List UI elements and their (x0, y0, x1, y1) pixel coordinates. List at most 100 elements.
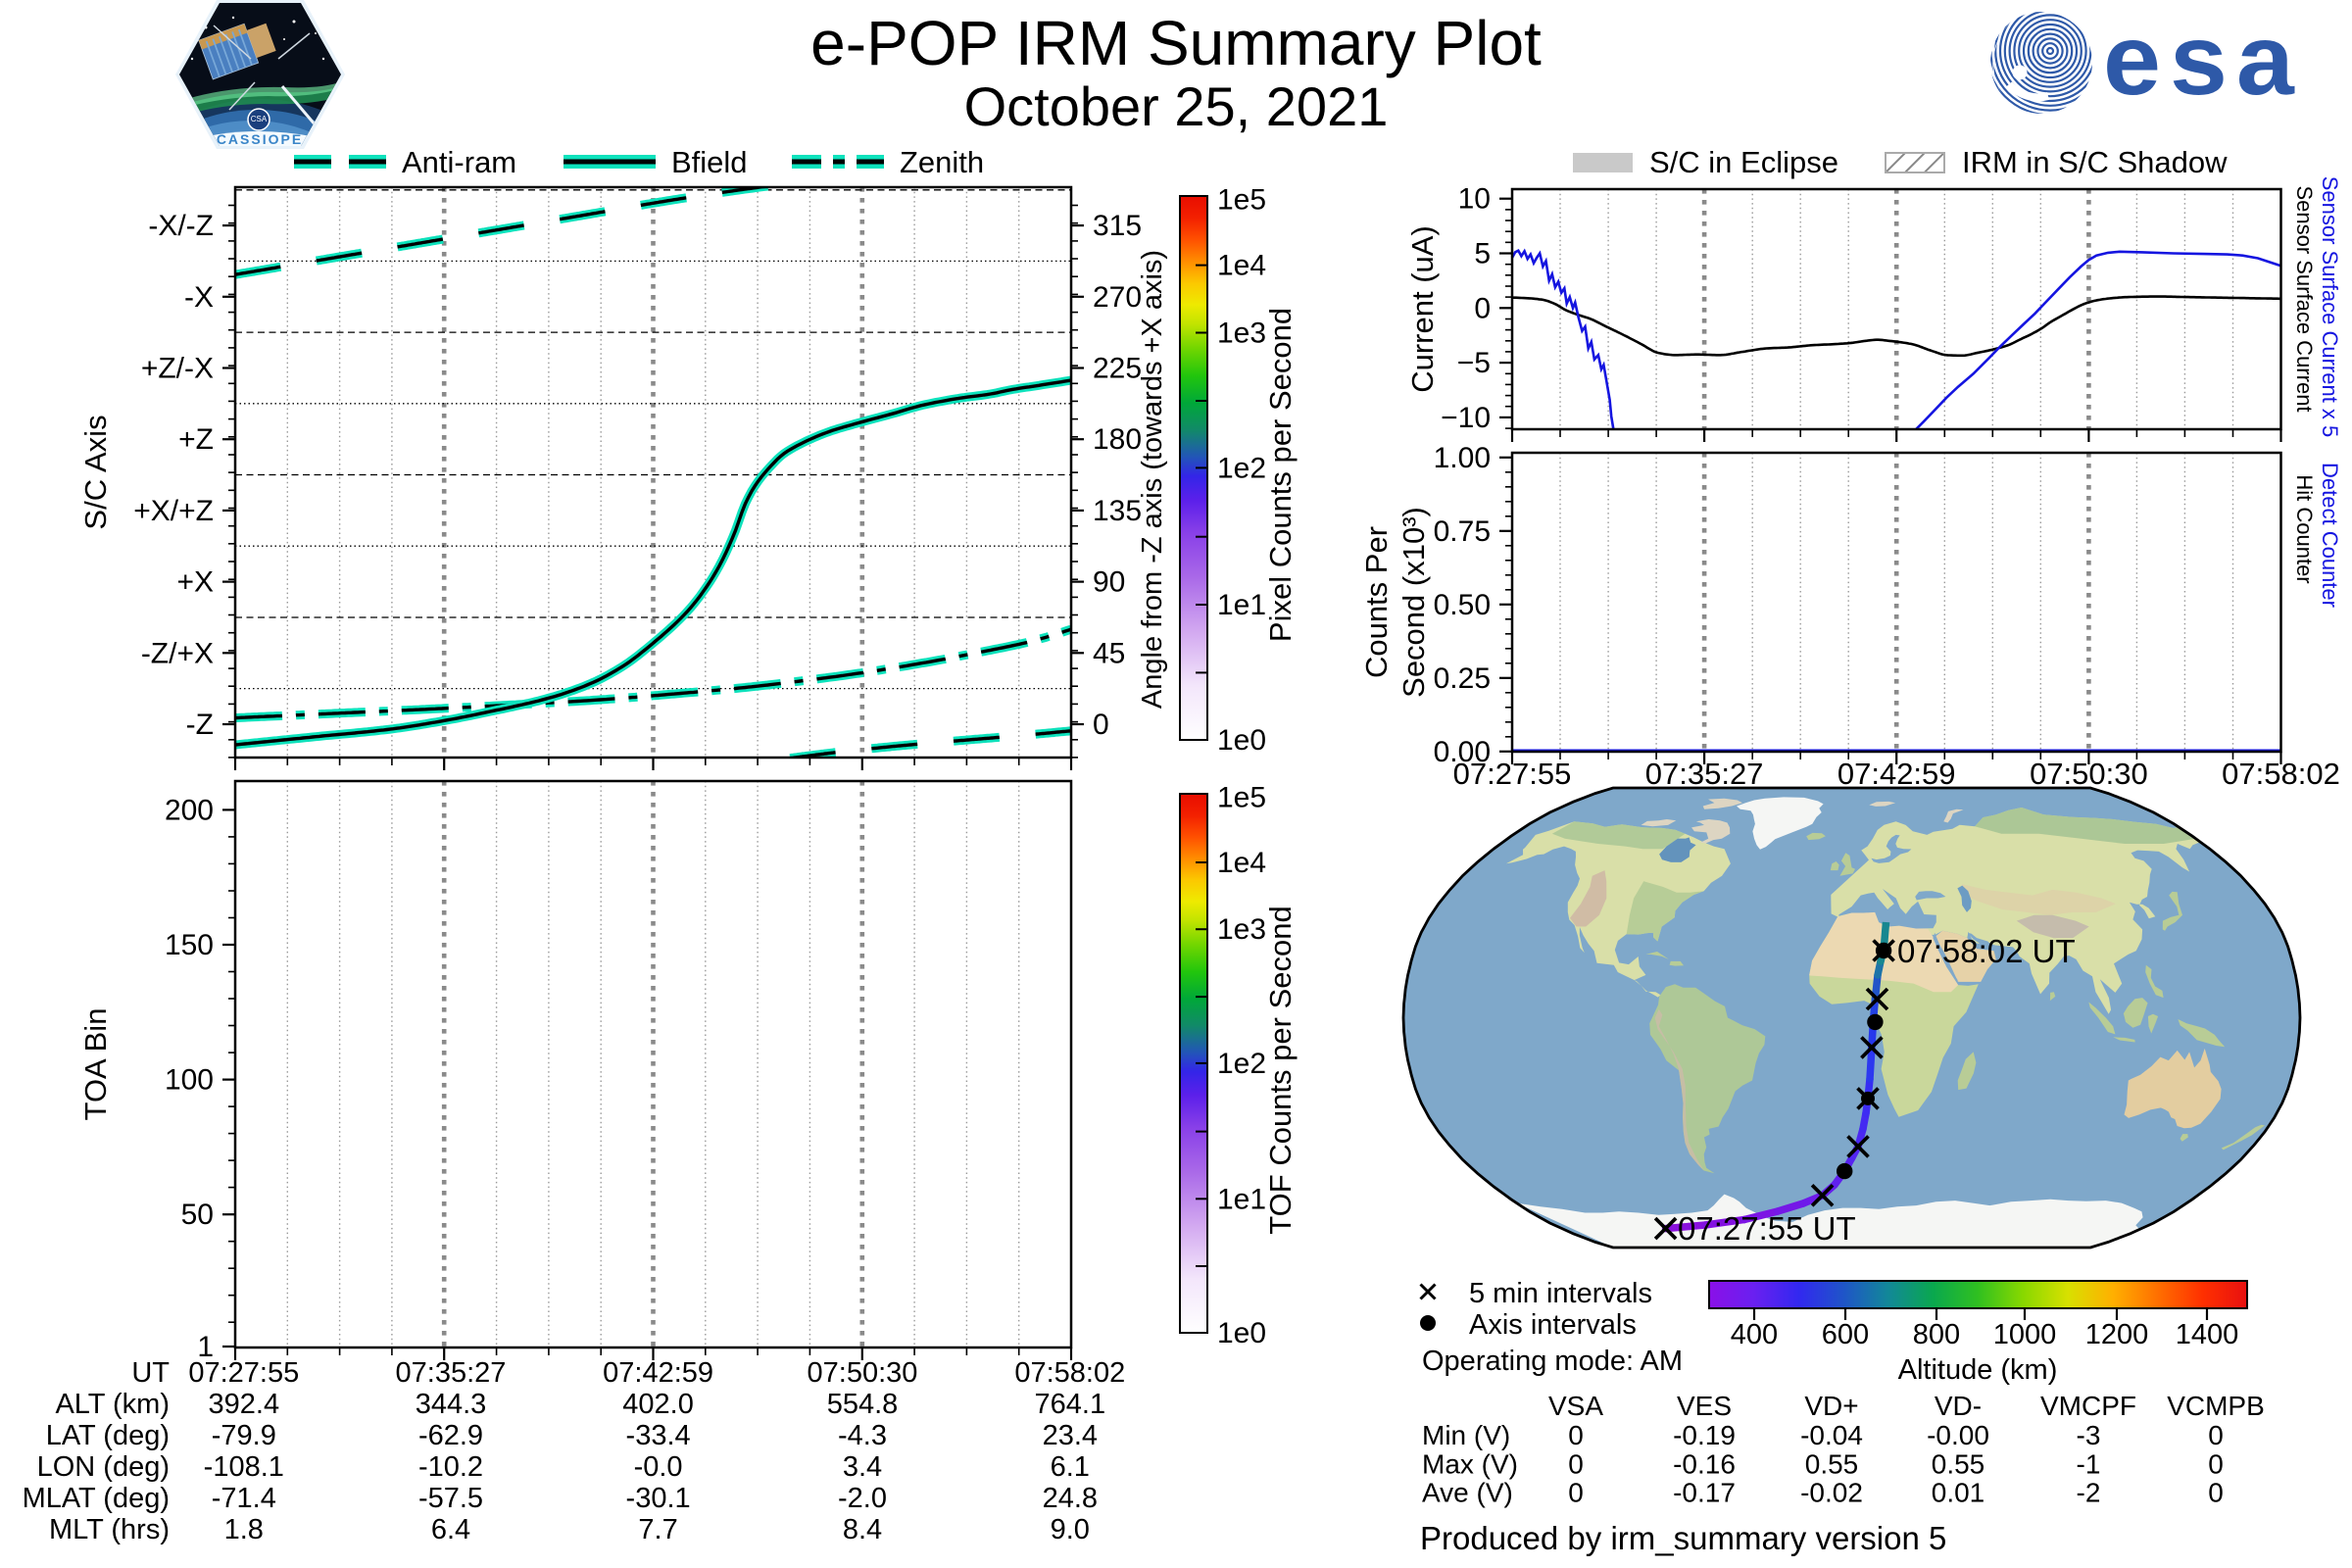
svg-text:-62.9: -62.9 (418, 1420, 483, 1451)
svg-text:600: 600 (1822, 1319, 1869, 1350)
svg-text:0.55: 0.55 (1805, 1448, 1859, 1479)
svg-text:-0.19: -0.19 (1673, 1420, 1736, 1450)
svg-text:0: 0 (2208, 1448, 2224, 1479)
svg-text:315: 315 (1093, 210, 1142, 242)
svg-text:1000: 1000 (1993, 1319, 2057, 1350)
svg-text:0: 0 (1474, 292, 1491, 324)
svg-text:6.1: 6.1 (1051, 1451, 1090, 1483)
svg-text:1.8: 1.8 (224, 1514, 264, 1545)
svg-text:0.01: 0.01 (1932, 1478, 1985, 1508)
svg-text:0: 0 (1568, 1420, 1584, 1450)
svg-text:Altitude (km): Altitude (km) (1898, 1354, 2058, 1386)
svg-text:270: 270 (1093, 281, 1142, 314)
svg-text:-0.02: -0.02 (1800, 1478, 1863, 1508)
svg-text:-10.2: -10.2 (418, 1451, 483, 1483)
svg-text:135: 135 (1093, 495, 1142, 527)
svg-text:VSA: VSA (1548, 1391, 1603, 1421)
svg-text:100: 100 (165, 1064, 214, 1097)
svg-text:200: 200 (165, 794, 214, 826)
svg-text:07:50:30: 07:50:30 (808, 1357, 918, 1389)
svg-text:-33.4: -33.4 (626, 1420, 691, 1451)
svg-text:Sensor Surface Current x 5: Sensor Surface Current x 5 (2318, 176, 2342, 438)
svg-text:-0.16: -0.16 (1673, 1448, 1736, 1479)
svg-text:-71.4: -71.4 (212, 1483, 276, 1514)
svg-text:VCMPB: VCMPB (2167, 1391, 2265, 1421)
svg-text:-0.17: -0.17 (1673, 1478, 1736, 1508)
svg-text:0.75: 0.75 (1434, 515, 1491, 548)
svg-text:554.8: 554.8 (827, 1389, 899, 1420)
svg-text:-Z/+X: -Z/+X (141, 637, 214, 669)
svg-text:-X: -X (184, 281, 214, 314)
svg-text:1e2: 1e2 (1217, 1048, 1266, 1080)
svg-text:07:42:59: 07:42:59 (1838, 757, 1956, 791)
svg-text:07:35:27: 07:35:27 (1645, 757, 1764, 791)
svg-text:07:58:02: 07:58:02 (2222, 757, 2340, 791)
svg-text:402.0: 402.0 (622, 1389, 694, 1420)
svg-text:-4.3: -4.3 (838, 1420, 887, 1451)
svg-text:1e3: 1e3 (1217, 318, 1266, 350)
svg-text:Zenith: Zenith (900, 145, 984, 179)
svg-text:-1: -1 (2077, 1448, 2101, 1479)
svg-text:VES: VES (1677, 1391, 1732, 1421)
svg-text:1e2: 1e2 (1217, 452, 1266, 484)
svg-text:400: 400 (1731, 1319, 1778, 1350)
svg-text:VMCPF: VMCPF (2040, 1391, 2136, 1421)
svg-text:e-POP IRM Summary Plot: e-POP IRM Summary Plot (810, 8, 1542, 78)
svg-text:1e4: 1e4 (1217, 250, 1266, 282)
svg-text:esa: esa (2103, 5, 2303, 117)
svg-text:1e5: 1e5 (1217, 781, 1266, 813)
svg-text:5 min intervals: 5 min intervals (1469, 1278, 1652, 1309)
svg-text:+Z: +Z (178, 423, 214, 456)
svg-text:-0.04: -0.04 (1800, 1420, 1863, 1450)
svg-text:07:27:55: 07:27:55 (1453, 757, 1572, 791)
svg-text:10: 10 (1458, 183, 1491, 216)
svg-text:9.0: 9.0 (1051, 1514, 1090, 1545)
svg-text:-Z: -Z (186, 709, 214, 741)
svg-text:−10: −10 (1441, 402, 1491, 434)
svg-text:Hit Counter: Hit Counter (2292, 474, 2317, 583)
svg-text:CASSIOPE: CASSIOPE (217, 131, 303, 147)
svg-text:−5: −5 (1457, 347, 1491, 379)
svg-text:3.4: 3.4 (843, 1451, 882, 1483)
svg-text:50: 50 (181, 1199, 214, 1231)
svg-text:0: 0 (1568, 1448, 1584, 1479)
svg-text:-30.1: -30.1 (626, 1483, 691, 1514)
svg-text:Ave (V): Ave (V) (1422, 1478, 1513, 1508)
svg-text:Current (uA): Current (uA) (1405, 225, 1440, 393)
svg-text:Bfield: Bfield (671, 145, 748, 179)
svg-text:0.25: 0.25 (1434, 662, 1491, 695)
svg-text:1200: 1200 (2085, 1319, 2149, 1350)
svg-text:Min (V): Min (V) (1422, 1420, 1510, 1450)
svg-text:MLAT (deg): MLAT (deg) (23, 1483, 170, 1514)
svg-text:90: 90 (1093, 566, 1125, 599)
svg-text:07:27:55: 07:27:55 (188, 1357, 299, 1389)
svg-text:Max (V): Max (V) (1422, 1448, 1518, 1479)
svg-text:0: 0 (2208, 1420, 2224, 1450)
svg-text:0: 0 (1568, 1478, 1584, 1508)
svg-text:07:35:27: 07:35:27 (396, 1357, 507, 1389)
svg-text:Angle from -Z axis (towards +X: Angle from -Z axis (towards +X axis) (1137, 250, 1168, 709)
svg-text:1e0: 1e0 (1217, 724, 1266, 757)
svg-text:1e4: 1e4 (1217, 847, 1266, 879)
svg-text:180: 180 (1093, 423, 1142, 456)
svg-text:07:50:30: 07:50:30 (2030, 757, 2148, 791)
svg-text:-X/-Z: -X/-Z (148, 210, 214, 242)
svg-text:0.50: 0.50 (1434, 589, 1491, 621)
svg-text:07:27:55 UT: 07:27:55 UT (1678, 1210, 1856, 1247)
svg-text:7.7: 7.7 (638, 1514, 677, 1545)
svg-text:0.55: 0.55 (1932, 1448, 1985, 1479)
svg-text:150: 150 (165, 929, 214, 961)
svg-text:8.4: 8.4 (843, 1514, 882, 1545)
svg-text:+X: +X (176, 566, 214, 599)
svg-text:45: 45 (1093, 637, 1125, 669)
svg-text:Counts Per: Counts Per (1359, 526, 1394, 678)
svg-text:1400: 1400 (2176, 1319, 2239, 1350)
svg-text:-2.0: -2.0 (838, 1483, 887, 1514)
svg-text:1e3: 1e3 (1217, 913, 1266, 946)
svg-text:0: 0 (2208, 1478, 2224, 1508)
svg-text:1e1: 1e1 (1217, 1183, 1266, 1215)
svg-text:UT: UT (131, 1357, 170, 1389)
svg-text:LAT (deg): LAT (deg) (46, 1420, 170, 1451)
svg-text:5: 5 (1474, 238, 1491, 270)
svg-text:07:58:02: 07:58:02 (1014, 1357, 1125, 1389)
